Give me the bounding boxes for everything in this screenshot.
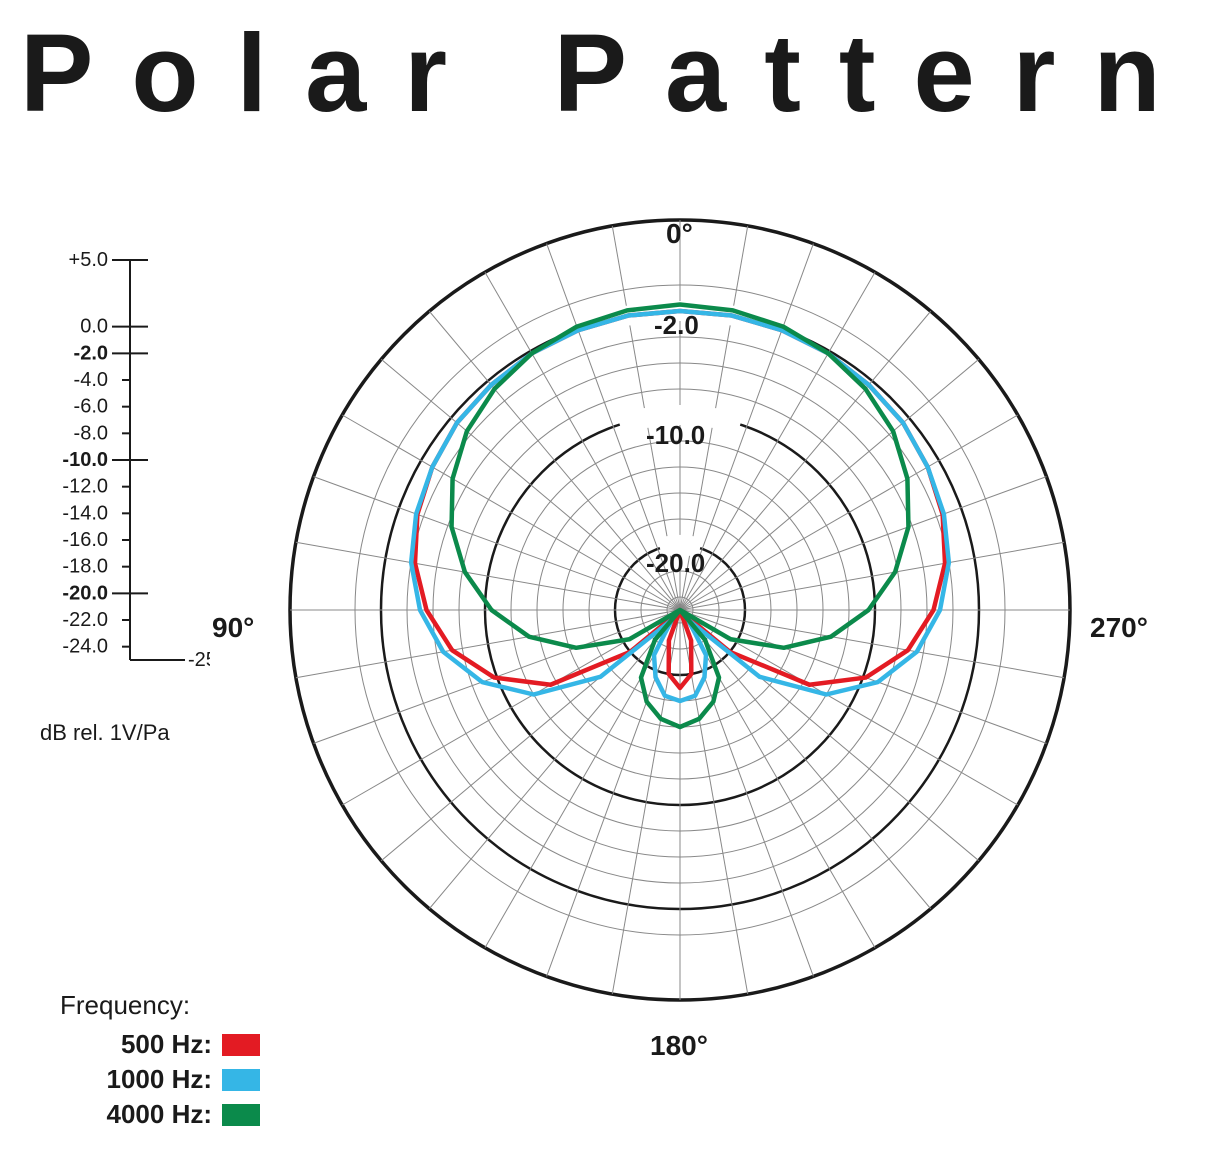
svg-text:-14.0: -14.0 xyxy=(62,502,108,524)
svg-text:+5.0: +5.0 xyxy=(69,250,108,271)
page: Polar Pattern 0° 90° 180° 270° -2.0 -10.… xyxy=(0,0,1228,1156)
svg-text:-22.0: -22.0 xyxy=(62,609,108,631)
legend-item-500hz: 500 Hz: xyxy=(60,1029,260,1060)
svg-text:0.0: 0.0 xyxy=(80,316,108,338)
angle-label-270: 270° xyxy=(1090,612,1148,644)
db-scale-caption: dB rel. 1V/Pa xyxy=(40,720,170,746)
svg-text:-4.0: -4.0 xyxy=(74,369,108,391)
svg-text:-25.0: -25.0 xyxy=(188,649,210,671)
legend-item-1000hz: 1000 Hz: xyxy=(60,1064,260,1095)
legend-item-4000hz: 4000 Hz: xyxy=(60,1099,260,1130)
svg-text:-18.0: -18.0 xyxy=(62,556,108,578)
legend-label: 4000 Hz: xyxy=(107,1099,213,1130)
legend-swatch-500hz xyxy=(222,1034,260,1056)
svg-text:-8.0: -8.0 xyxy=(74,422,108,444)
angle-label-180: 180° xyxy=(650,1030,708,1062)
ring-label-minus20: -20.0 xyxy=(646,548,705,579)
legend-label: 500 Hz: xyxy=(121,1029,212,1060)
legend-title: Frequency: xyxy=(60,990,260,1021)
svg-text:-12.0: -12.0 xyxy=(62,476,108,498)
svg-text:-2.0: -2.0 xyxy=(74,342,108,364)
legend-swatch-1000hz xyxy=(222,1069,260,1091)
svg-text:-10.0: -10.0 xyxy=(62,449,108,471)
angle-label-0: 0° xyxy=(666,218,693,250)
svg-text:-16.0: -16.0 xyxy=(62,529,108,551)
chart-title: Polar Pattern xyxy=(20,10,1208,137)
legend-label: 1000 Hz: xyxy=(107,1064,213,1095)
ring-label-minus2: -2.0 xyxy=(654,310,699,341)
ring-label-minus10: -10.0 xyxy=(646,420,705,451)
svg-text:-20.0: -20.0 xyxy=(62,582,108,604)
svg-text:-6.0: -6.0 xyxy=(74,396,108,418)
svg-text:-24.0: -24.0 xyxy=(62,636,108,658)
legend-swatch-4000hz xyxy=(222,1104,260,1126)
legend: Frequency: 500 Hz: 1000 Hz: 4000 Hz: xyxy=(60,990,260,1134)
db-scale-axis: +5.0 0.0 -2.0 -4.0 -6.0 -8.0 -10.0 -12.0 -14.0 -1… xyxy=(40,250,210,690)
db-scale: +5.0 0.0 -2.0 -4.0 -6.0 -8.0 -10.0 -12.0 -14.0 -1… xyxy=(40,250,190,690)
angle-label-90: 90° xyxy=(212,612,254,644)
